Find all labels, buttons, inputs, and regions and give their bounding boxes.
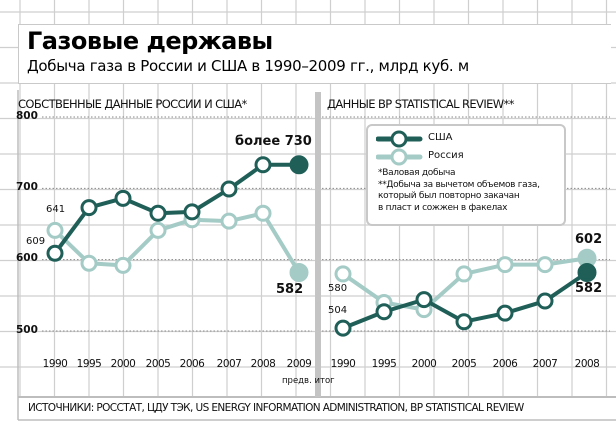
x-note-2009: предв. итог [282,376,335,386]
point-right-usa-2000 [415,291,433,309]
point-left-usa-2000 [114,189,132,207]
x-tick-left-2009: 2009 [286,358,312,370]
point-left-usa-2006 [183,203,201,221]
x-tick-right-2007: 2007 [532,358,558,370]
label-usa-1990-left: 609 [26,236,46,247]
sources-note: ИСТОЧНИКИ: РОССТАТ, ЦДУ ТЭК, US ENERGY I… [28,402,524,414]
x-tick-right-2008: 2008 [574,358,600,370]
label-russia-1990-right: 580 [328,283,348,294]
x-tick-right-2006: 2006 [492,358,518,370]
title-box [18,24,611,84]
legend-usa-marker-icon [375,130,423,148]
chart-title: Газовые державы [27,27,273,55]
legend-usa-label: США [428,132,453,143]
point-right-usa-2007 [536,292,554,310]
point-left-usa-1995 [80,199,98,217]
point-left-russia-2005 [149,221,167,239]
legend-note-4: в пласт и сожжен в факелах [378,202,508,213]
left-panel-title: СОБСТВЕННЫЕ ДАННЫЕ РОССИИ И США* [18,97,247,111]
legend-note-2: **Добыча за вычетом объемов газа, [378,179,540,190]
point-right-usa-2005 [455,313,473,331]
x-tick-right-2005: 2005 [451,358,477,370]
label-russia-2009-left: 582 [276,282,304,297]
label-russia-2008-right: 602 [575,232,603,247]
point-left-russia-2008 [254,204,272,222]
point-left-usa-2005 [149,204,167,222]
panel-divider [315,92,321,397]
point-right-russia-2005 [455,265,473,283]
right-panel-title: ДАННЫЕ BP STATISTICAL REVIEW** [327,97,514,111]
legend-note-3: который был повторно закачан [378,191,520,201]
point-right-usa-1995 [375,303,393,321]
legend-notes: *Валовая добыча **Добыча за вычетом объе… [378,168,540,214]
label-usa-1990-right: 504 [328,305,348,316]
label-usa-2008-right: 582 [575,281,603,296]
x-tick-left-2005: 2005 [145,358,171,370]
label-russia-1990-left: 641 [46,204,66,215]
legend-note-1: *Валовая добыча [378,168,456,178]
x-tick-left-1995: 1995 [76,358,102,370]
x-tick-left-2007: 2007 [216,358,242,370]
point-right-russia-1990 [334,265,352,283]
x-tick-right-2000: 2000 [411,358,437,370]
x-tick-right-1995: 1995 [371,358,397,370]
x-tick-left-1990: 1990 [42,358,68,370]
legend: США Россия *Валовая добыча **Добыча за в… [366,124,566,226]
point-left-usa-2008 [254,156,272,174]
label-usa-2009-left: более 730 [235,134,312,149]
point-left-russia-2000 [114,256,132,274]
point-left-usa-2007 [220,180,238,198]
y-tick-800: 800 [16,110,38,122]
legend-item-usa: США [375,130,453,148]
point-left-russia-2007 [220,212,238,230]
legend-russia-label: Россия [428,150,464,161]
point-right-russia-2006 [496,256,514,274]
x-tick-left-2000: 2000 [110,358,136,370]
y-tick-600: 600 [16,252,38,264]
point-left-usa-1990 [46,244,64,262]
point-right-usa-2006 [496,304,514,322]
point-left-russia-1995 [80,254,98,272]
point-right-usa-2008 [577,263,597,283]
legend-item-russia: Россия [375,148,464,166]
point-left-usa-2009 [289,155,309,175]
y-tick-700: 700 [16,181,38,193]
y-tick-500: 500 [16,324,38,336]
x-tick-left-2008: 2008 [250,358,276,370]
point-right-russia-2007 [536,256,554,274]
point-left-russia-2009 [289,263,309,283]
chart-subtitle: Добыча газа в России и США в 1990–2009 г… [27,57,469,75]
x-tick-right-1990: 1990 [330,358,356,370]
legend-russia-marker-icon [375,148,423,166]
point-left-russia-1990 [46,221,64,239]
point-right-usa-1990 [334,319,352,337]
x-tick-left-2006: 2006 [179,358,205,370]
